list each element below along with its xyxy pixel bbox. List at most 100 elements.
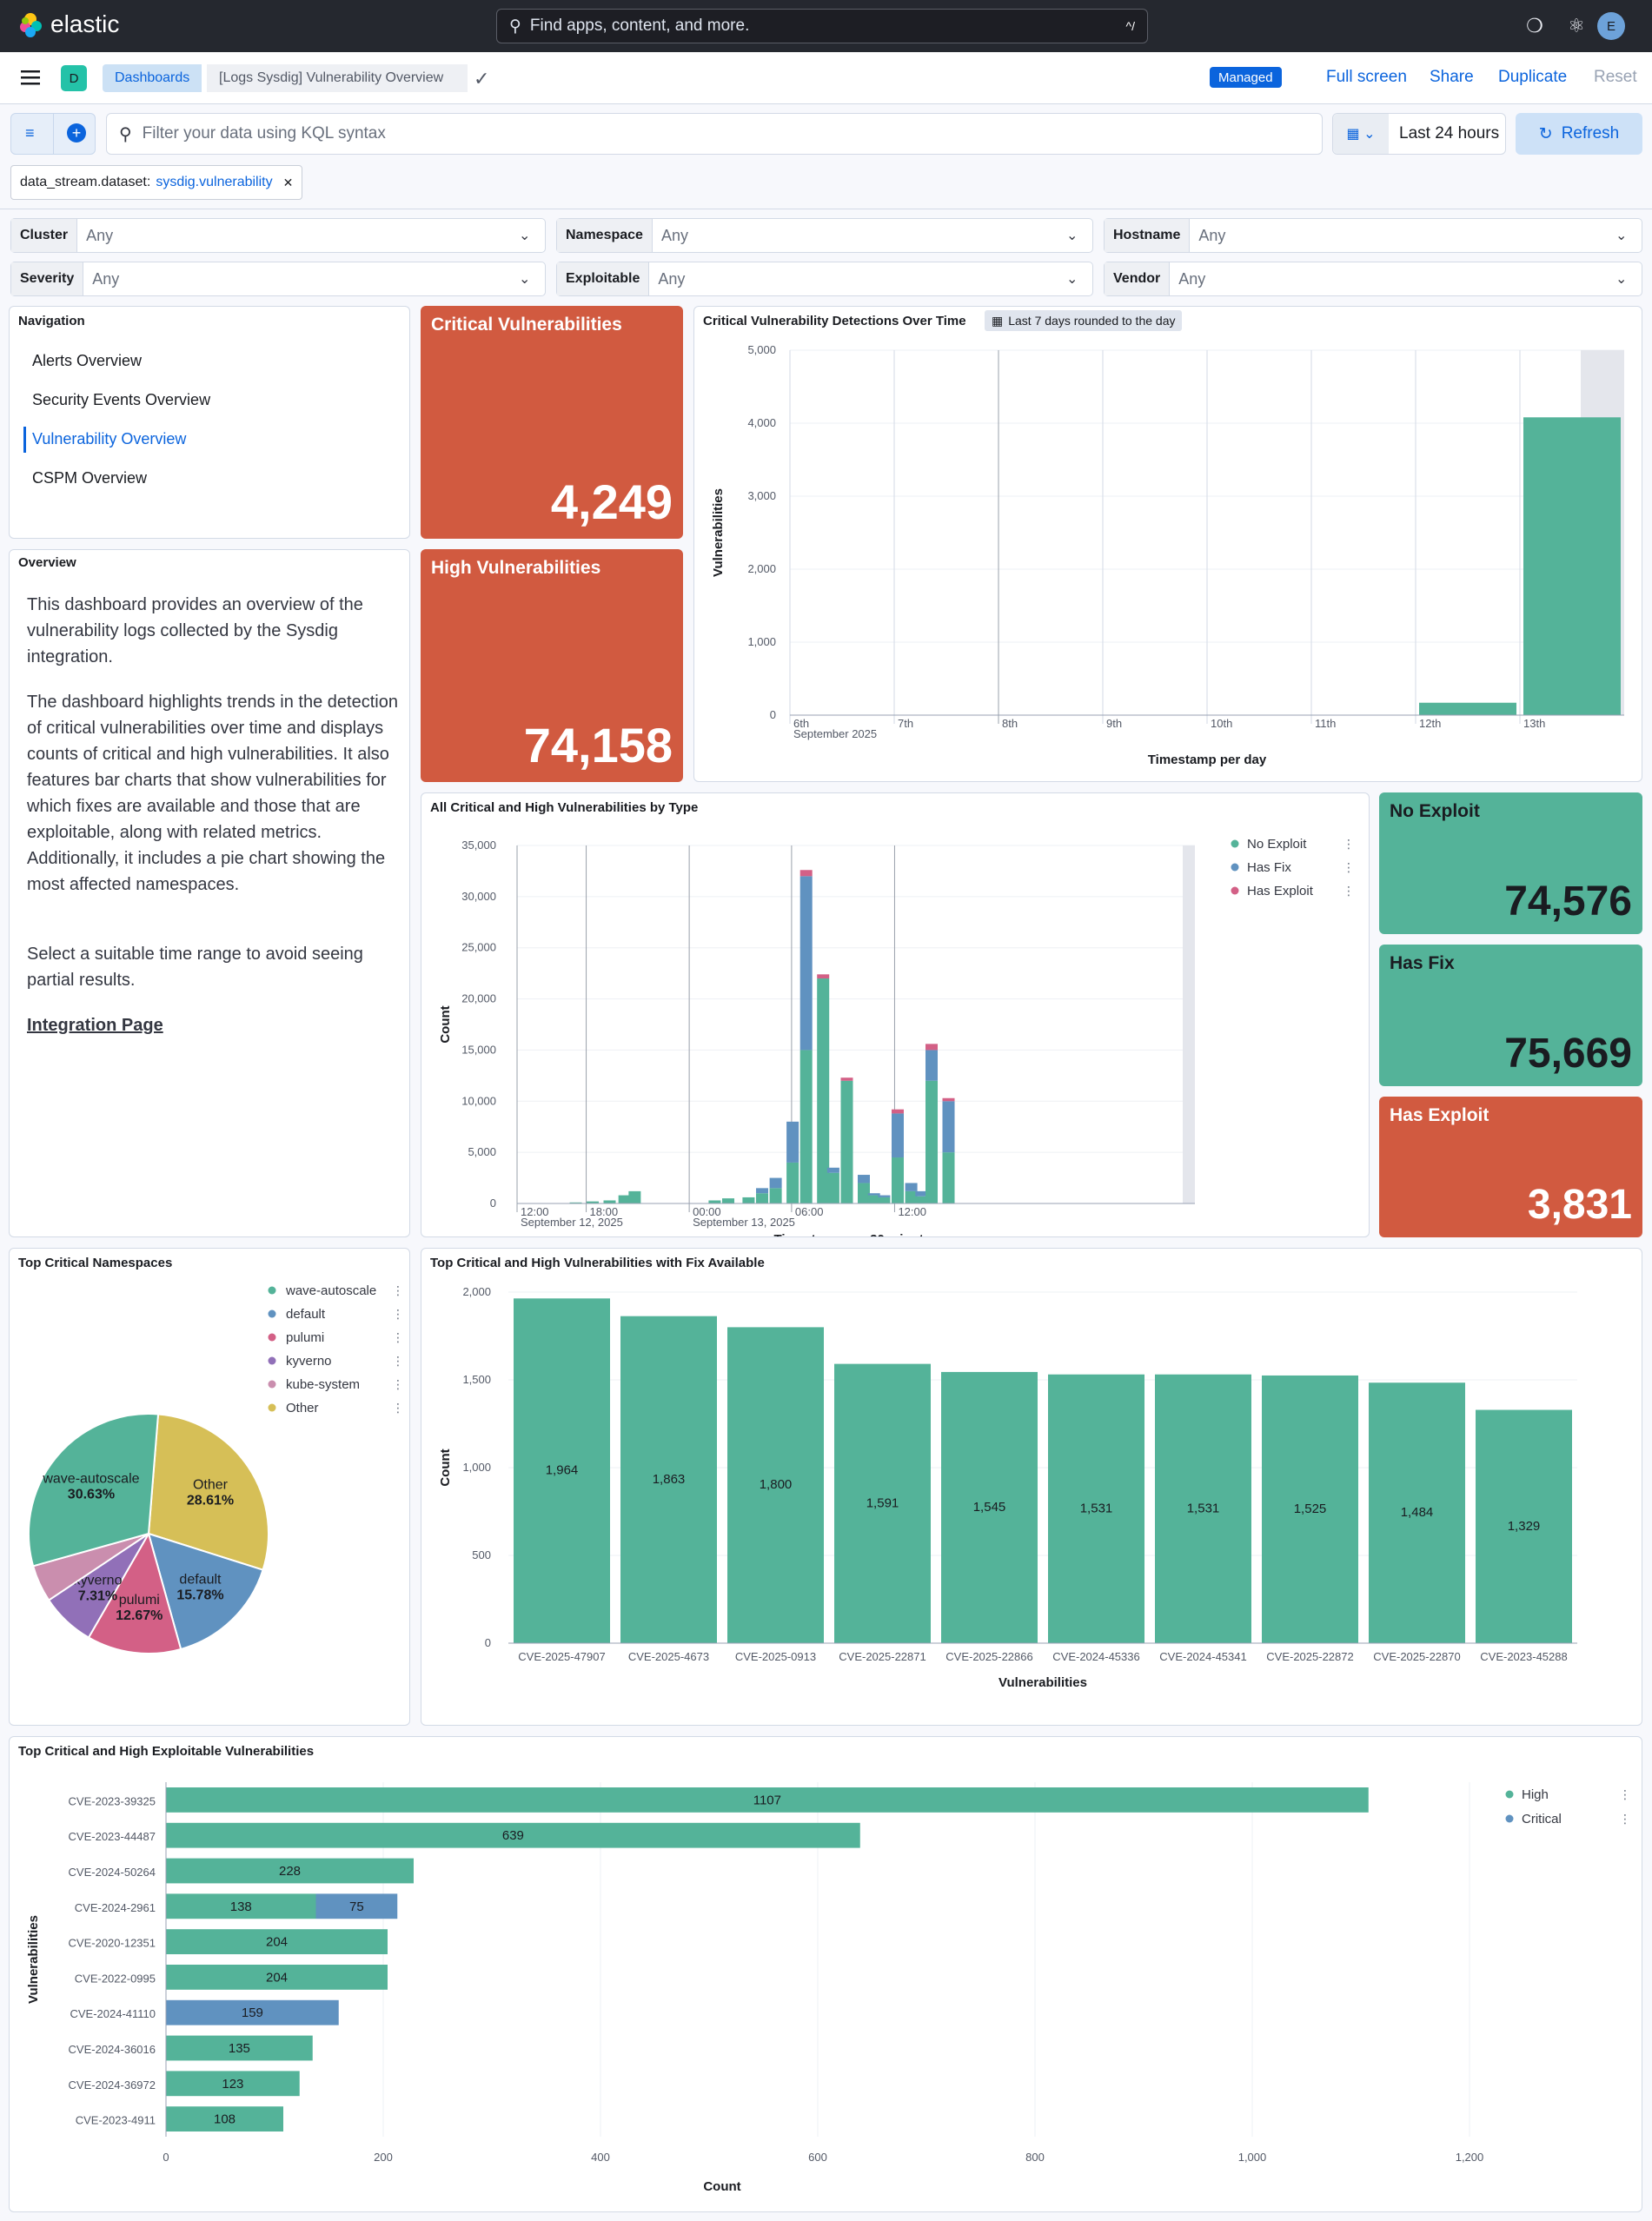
overview-panel: Overview This dashboard provides an over…: [9, 549, 410, 1237]
time-range-label[interactable]: Last 24 hours: [1399, 124, 1500, 143]
y-tick-label: CVE-2024-2961: [75, 1901, 156, 1914]
user-avatar[interactable]: E: [1597, 12, 1625, 40]
legend-label: kube-system: [286, 1377, 360, 1392]
remove-filter-icon[interactable]: ✕: [282, 175, 294, 189]
bar-no-exploit: [878, 1197, 891, 1203]
bar: [1262, 1375, 1358, 1643]
legend-options-icon: ⋮: [392, 1354, 404, 1368]
bar-high: [166, 2071, 300, 2097]
integration-page-link[interactable]: Integration Page: [27, 1016, 163, 1035]
reset-link[interactable]: Reset: [1594, 68, 1637, 86]
legend-options-icon: ⋮: [1619, 1812, 1631, 1826]
x-sub-label: September 12, 2025: [521, 1216, 623, 1229]
refresh-button[interactable]: ↻ Refresh: [1516, 113, 1642, 155]
x-tick-label: CVE-2023-45288: [1480, 1650, 1567, 1663]
checkmark-icon: ✓: [474, 68, 490, 90]
legend-dot: [268, 1403, 276, 1412]
legend-options-icon: ⋮: [1619, 1787, 1631, 1801]
duplicate-link[interactable]: Duplicate: [1498, 68, 1568, 86]
control-hostname[interactable]: Hostname Any ⌄: [1104, 218, 1642, 253]
y-tick-label: 0: [485, 1636, 491, 1649]
add-filter-icon[interactable]: +: [67, 123, 86, 143]
x-tick-label: CVE-2025-22872: [1266, 1650, 1353, 1663]
y-tick-label: CVE-2020-12351: [69, 1937, 156, 1950]
breadcrumb-dashboards[interactable]: Dashboards: [103, 64, 202, 92]
filter-menu-icon[interactable]: ≡: [25, 124, 35, 142]
bar-has-fix: [926, 1050, 938, 1081]
exploitable-panel: Top Critical and High Exploitable Vulner…: [9, 1736, 1642, 2212]
y-tick-label: 1,500: [462, 1373, 491, 1386]
y-tick-label: 20,000: [461, 992, 496, 1005]
brand-name[interactable]: elastic: [50, 10, 120, 37]
chevron-down-icon: ⌄: [519, 272, 531, 287]
x-axis-title: Timestamp per 30 minutes: [774, 1232, 939, 1236]
bar-no-exploit: [892, 1157, 904, 1203]
bar-high: [166, 1893, 316, 1919]
x-tick-label: CVE-2025-22866: [945, 1650, 1032, 1663]
namespaces-pie-chart: Other28.61%default15.78%pulumi12.67%kyve…: [28, 1283, 404, 1654]
chevron-down-icon: ⌄: [1066, 272, 1078, 287]
elastic-logo-icon[interactable]: [17, 12, 43, 38]
control-cluster[interactable]: Cluster Any ⌄: [10, 218, 546, 253]
hamburger-menu-icon[interactable]: [19, 66, 42, 89]
bar: [727, 1327, 824, 1643]
y-tick-label: 500: [472, 1548, 491, 1561]
y-tick-label: 5,000: [468, 1145, 496, 1158]
nav-link-security-events[interactable]: Security Events Overview: [32, 391, 211, 408]
full-screen-link[interactable]: Full screen: [1326, 68, 1407, 86]
critical-over-time-panel: Critical Vulnerability Detections Over T…: [693, 306, 1642, 782]
filter-pill[interactable]: data_stream.dataset: sysdig.vulnerabilit…: [10, 165, 303, 200]
bar-no-exploit: [858, 1183, 870, 1203]
bar-no-exploit: [587, 1201, 599, 1203]
control-exploitable[interactable]: Exploitable Any ⌄: [556, 262, 1093, 296]
bar-no-exploit: [817, 978, 830, 1203]
date-picker[interactable]: ▦ ⌄ Last 24 hours: [1332, 113, 1506, 155]
by-type-chart: 0 5,000 10,000 15,000 20,000 25,000 30,000 35,0…: [438, 837, 1355, 1236]
bar-has-exploit: [840, 1077, 853, 1081]
y-tick-label: CVE-2023-39325: [69, 1794, 156, 1807]
no-exploit-metric: No Exploit 74,576: [1379, 792, 1642, 934]
legend-label: pulumi: [286, 1330, 324, 1345]
y-tick-label: 35,000: [461, 839, 496, 852]
panel-title: Top Critical Namespaces: [18, 1256, 173, 1270]
panel-title: Navigation: [18, 314, 85, 328]
help-icon[interactable]: ❍: [1526, 15, 1543, 36]
x-tick-label: 1,000: [1238, 2151, 1267, 2164]
legend-label: Critical: [1522, 1812, 1562, 1827]
bar-has-fix: [826, 1167, 839, 1173]
bar-no-exploit: [915, 1196, 928, 1203]
y-tick-label: 2,000: [747, 562, 776, 575]
x-tick-label: 1,200: [1456, 2151, 1484, 2164]
y-tick-label: 1,000: [747, 635, 776, 648]
control-namespace[interactable]: Namespace Any ⌄: [556, 218, 1093, 253]
control-vendor[interactable]: Vendor Any ⌄: [1104, 262, 1642, 296]
nav-link-alerts[interactable]: Alerts Overview: [32, 352, 143, 369]
bar-no-exploit: [799, 1050, 813, 1203]
bar-has-exploit: [817, 974, 830, 979]
legend-dot: [268, 1356, 276, 1365]
bar-high: [166, 1858, 414, 1884]
slice-name: kyverno: [73, 1573, 122, 1588]
bar-value-label: 123: [222, 2077, 243, 2092]
refresh-label: Refresh: [1561, 124, 1620, 143]
share-link[interactable]: Share: [1430, 68, 1474, 86]
bar-has-fix: [915, 1190, 928, 1197]
kql-search-input[interactable]: ⚲ Filter your data using KQL syntax: [106, 113, 1323, 155]
has-exploit-metric: Has Exploit 3,831: [1379, 1097, 1642, 1237]
news-feed-icon[interactable]: ⚛: [1568, 15, 1585, 36]
y-axis-title: Vulnerabilities: [711, 488, 726, 577]
y-tick-label: 0: [770, 708, 776, 721]
bar-has-fix: [867, 1193, 880, 1196]
y-tick-label: 4,000: [747, 416, 776, 429]
nav-link-cspm[interactable]: CSPM Overview: [32, 469, 148, 487]
search-icon: ⚲: [509, 17, 521, 36]
control-label: Exploitable: [557, 262, 650, 295]
calendar-icon[interactable]: ▦ ⌄: [1333, 114, 1389, 154]
bar: [941, 1371, 1038, 1643]
control-severity[interactable]: Severity Any ⌄: [10, 262, 546, 296]
nav-link-vulnerability[interactable]: Vulnerability Overview: [32, 430, 187, 448]
global-search-input[interactable]: ⚲ Find apps, content, and more. ^/: [496, 9, 1148, 43]
x-tick-label: 200: [374, 2151, 393, 2164]
space-avatar[interactable]: D: [61, 65, 87, 91]
bar-value-label: 1,525: [1294, 1502, 1327, 1516]
